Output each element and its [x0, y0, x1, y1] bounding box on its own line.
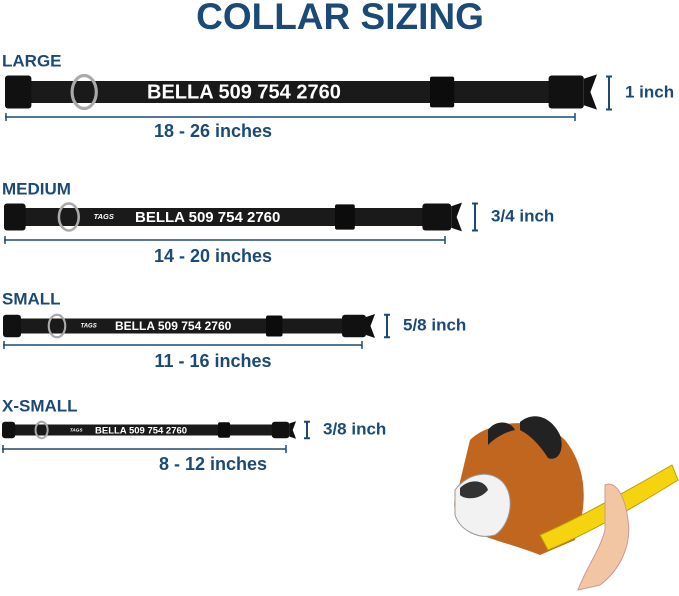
collar-strap	[11, 424, 282, 436]
collar-loop	[430, 76, 455, 108]
collar-loop	[218, 422, 231, 438]
d-ring	[57, 202, 80, 232]
size-name: X-SMALL	[2, 396, 78, 415]
collar-loop	[335, 204, 355, 230]
collar-width: 3/8 inch	[323, 419, 386, 438]
buckle	[422, 203, 452, 231]
width-bracket	[472, 202, 478, 232]
collar-text: BELLA 509 754 2760	[147, 81, 341, 103]
buckle	[548, 75, 584, 109]
collar-clip	[4, 203, 26, 231]
size-list: LARGE BELLA 509 754 2760 18 - 26 inches 1 i…	[2, 51, 674, 474]
size-range: 18 - 26 inches	[154, 121, 272, 141]
buckle-prong	[366, 314, 375, 338]
collar-text: BELLA 509 754 2760	[135, 209, 280, 226]
collar-text: BELLA 509 754 2760	[115, 319, 232, 333]
collar-clip	[3, 314, 21, 338]
buckle-prong	[289, 421, 296, 439]
collar-width: 5/8 inch	[403, 315, 466, 334]
brand-logo: TAGS	[81, 324, 97, 330]
size-range: 14 - 20 inches	[154, 246, 272, 266]
buckle-prong	[583, 74, 597, 110]
d-ring	[34, 420, 49, 440]
buckle	[271, 421, 290, 439]
size-name: SMALL	[2, 289, 61, 308]
collar-loop	[266, 315, 283, 337]
collar-strap	[20, 208, 439, 226]
dog-illustration	[454, 416, 679, 591]
size-name: LARGE	[2, 51, 62, 70]
collar-width: 3/4 inch	[491, 206, 554, 225]
width-bracket	[304, 420, 310, 440]
size-range: 11 - 16 inches	[154, 351, 271, 371]
collar-clip	[2, 421, 16, 439]
width-bracket	[384, 313, 390, 339]
size-range: 8 - 12 inches	[159, 454, 267, 474]
collar-clip	[5, 75, 32, 109]
d-ring	[70, 73, 98, 111]
brand-logo: TAGS	[70, 427, 84, 433]
buckle-prong	[451, 202, 462, 232]
size-name: MEDIUM	[2, 179, 71, 198]
width-bracket	[606, 75, 612, 111]
d-ring	[47, 313, 67, 339]
brand-logo: TAGS	[94, 212, 114, 221]
buckle	[342, 314, 366, 338]
collar-width: 1 inch	[625, 82, 674, 101]
title: COLLAR SIZING	[196, 0, 484, 37]
collar-text: BELLA 509 754 2760	[95, 426, 187, 437]
